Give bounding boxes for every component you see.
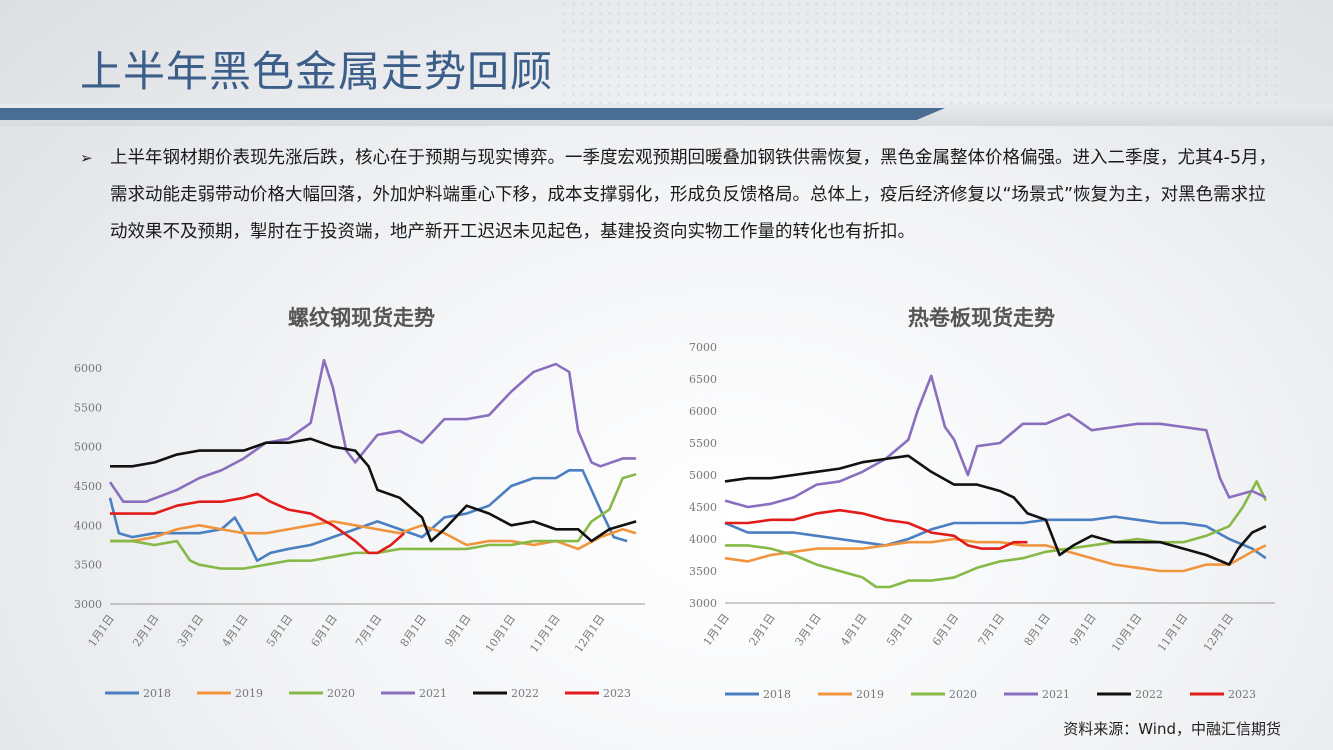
x-tick-label: 4月1日 (838, 611, 869, 648)
y-tick-label: 6000 (74, 362, 102, 375)
legend-label-2020: 2020 (327, 687, 355, 700)
header-accent-bar (0, 108, 945, 120)
y-tick-label: 3000 (74, 598, 102, 611)
x-tick-label: 3月1日 (792, 611, 823, 648)
y-tick-label: 6500 (689, 373, 717, 386)
legend-label-2019: 2019 (856, 688, 884, 701)
series-line-2021 (724, 374, 1267, 509)
series-line-2019 (724, 537, 1267, 573)
x-tick-label: 9月1日 (442, 612, 473, 649)
series-line-2023 (725, 508, 1028, 550)
y-tick-label: 7000 (689, 341, 717, 354)
x-tick-label: 1月1日 (701, 611, 732, 648)
x-tick-label: 9月1日 (1067, 611, 1098, 648)
series-line-2021 (108, 358, 637, 504)
legend-label-2021: 2021 (419, 687, 447, 700)
y-tick-label: 4000 (74, 519, 102, 532)
rebar-spot-chart: 3000 3500 4000 4500 5000 5500 6000 1月1日 2月1日 3月1日… (74, 358, 645, 700)
x-tick-label: 12月1日 (572, 612, 607, 655)
x-tick-label: 10月1日 (1109, 611, 1144, 654)
y-tick-label: 4500 (74, 480, 102, 493)
y-tick-label: 5000 (689, 469, 717, 482)
legend-label-2022: 2022 (511, 687, 539, 700)
y-tick-label: 5000 (74, 441, 102, 454)
x-tick-label: 8月1日 (1022, 611, 1053, 648)
y-tick-label: 5500 (74, 401, 102, 414)
series-line-2022 (724, 454, 1267, 566)
x-tick-label: 1月1日 (86, 612, 117, 649)
x-tick-label: 11月1日 (527, 612, 562, 655)
chart-title-rebar: 螺纹钢现货走势 (288, 306, 435, 330)
legend-label-2018: 2018 (143, 687, 171, 700)
series-line-2018 (108, 468, 628, 563)
chart-title-hot-rolled: 热卷板现货走势 (908, 306, 1055, 330)
series-line-2023 (110, 492, 406, 555)
legend-label-2019: 2019 (235, 687, 263, 700)
legend-label-2021: 2021 (1042, 688, 1070, 701)
x-tick-label: 10月1日 (483, 612, 518, 655)
summary-paragraph: ➢ 上半年钢材期价表现先涨后跌，核心在于预期与现实博弈。一季度宏观预期回暖叠加钢… (80, 140, 1280, 251)
arrow-right-icon: ➢ (80, 149, 93, 167)
x-tick-label: 4月1日 (219, 612, 250, 649)
y-tick-label: 3000 (689, 597, 717, 610)
x-tick-label: 6月1日 (930, 611, 961, 648)
legend-label-2018: 2018 (763, 688, 791, 701)
legend-label-2023: 2023 (603, 687, 631, 700)
x-tick-label: 3月1日 (175, 612, 206, 649)
y-tick-label: 4500 (689, 501, 717, 514)
hot-rolled-spot-chart: 3000 3500 4000 4500 5000 5500 6000 6500 7000 1月1日… (689, 341, 1275, 701)
series-line-2022 (110, 437, 637, 543)
page-title: 上半年黑色金属走势回顾 (80, 47, 554, 96)
x-tick-label: 11月1日 (1155, 611, 1190, 654)
x-tick-label: 8月1日 (398, 612, 429, 649)
x-tick-label: 2月1日 (130, 612, 161, 649)
y-tick-label: 3500 (74, 559, 102, 572)
legend-label-2020: 2020 (949, 688, 977, 701)
legend-label-2023: 2023 (1228, 688, 1256, 701)
series-line-2020 (110, 472, 637, 570)
y-tick-label: 5500 (689, 437, 717, 450)
world-map-dots-decoration (560, 0, 1280, 110)
series-line-2020 (725, 480, 1268, 589)
x-tick-label: 5月1日 (884, 611, 915, 648)
summary-text: 上半年钢材期价表现先涨后跌，核心在于预期与现实博弈。一季度宏观预期回暖叠加钢铁供… (110, 148, 1277, 242)
x-tick-label: 5月1日 (264, 612, 295, 649)
x-tick-label: 7月1日 (353, 612, 384, 649)
x-tick-label: 2月1日 (747, 611, 778, 648)
x-tick-label: 12月1日 (1201, 611, 1236, 654)
x-tick-label: 6月1日 (309, 612, 340, 649)
source-note: 资料来源：Wind，中融汇信期货 (1063, 720, 1281, 738)
y-tick-label: 3500 (689, 565, 717, 578)
y-tick-label: 6000 (689, 405, 717, 418)
series-line-2019 (110, 520, 637, 551)
y-tick-label: 4000 (689, 533, 717, 546)
series-line-2018 (724, 515, 1267, 560)
x-tick-label: 7月1日 (976, 611, 1007, 648)
legend-label-2022: 2022 (1135, 688, 1163, 701)
